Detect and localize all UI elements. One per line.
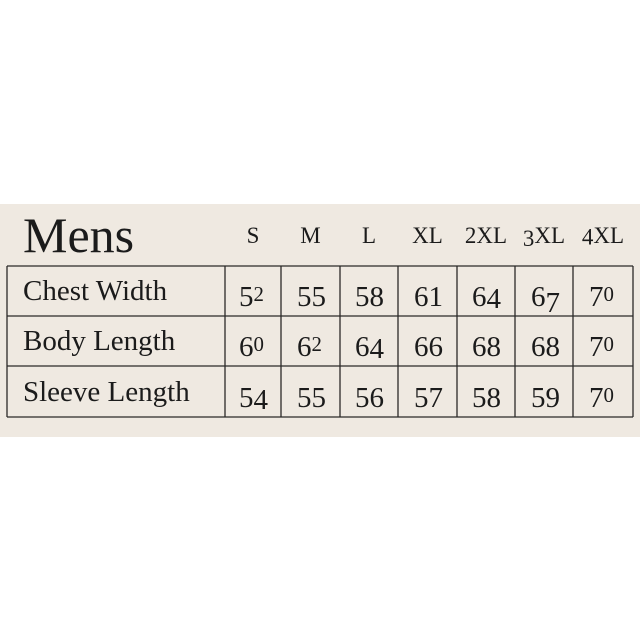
svg-text:Body Length: Body Length <box>23 325 176 357</box>
svg-text:70: 70 <box>589 382 614 414</box>
svg-text:L: L <box>362 223 376 248</box>
svg-text:3XL: 3XL <box>523 223 565 251</box>
svg-text:54: 54 <box>239 382 269 416</box>
svg-text:4XL: 4XL <box>582 223 624 250</box>
svg-text:64: 64 <box>355 331 385 365</box>
svg-text:57: 57 <box>414 382 443 414</box>
svg-text:70: 70 <box>589 331 614 363</box>
svg-text:60: 60 <box>239 331 264 363</box>
svg-text:68: 68 <box>472 331 501 363</box>
svg-text:52: 52 <box>239 281 264 313</box>
svg-text:70: 70 <box>589 281 614 313</box>
svg-text:2XL: 2XL <box>465 223 507 248</box>
svg-text:64: 64 <box>472 281 502 315</box>
svg-text:59: 59 <box>531 382 560 414</box>
svg-text:XL: XL <box>412 223 443 248</box>
svg-text:S: S <box>247 223 260 248</box>
svg-text:M: M <box>300 223 320 248</box>
svg-text:Chest Width: Chest Width <box>23 275 168 307</box>
svg-text:66: 66 <box>414 331 443 363</box>
svg-text:Mens: Mens <box>23 207 134 263</box>
svg-text:58: 58 <box>355 281 384 313</box>
svg-text:67: 67 <box>531 281 560 319</box>
svg-text:Sleeve Length: Sleeve Length <box>23 376 190 408</box>
svg-text:55: 55 <box>297 382 326 414</box>
svg-text:68: 68 <box>531 331 560 363</box>
svg-text:62: 62 <box>297 331 322 363</box>
svg-text:61: 61 <box>414 281 443 313</box>
svg-text:56: 56 <box>355 382 384 414</box>
svg-text:58: 58 <box>472 382 501 414</box>
svg-text:55: 55 <box>297 281 326 313</box>
